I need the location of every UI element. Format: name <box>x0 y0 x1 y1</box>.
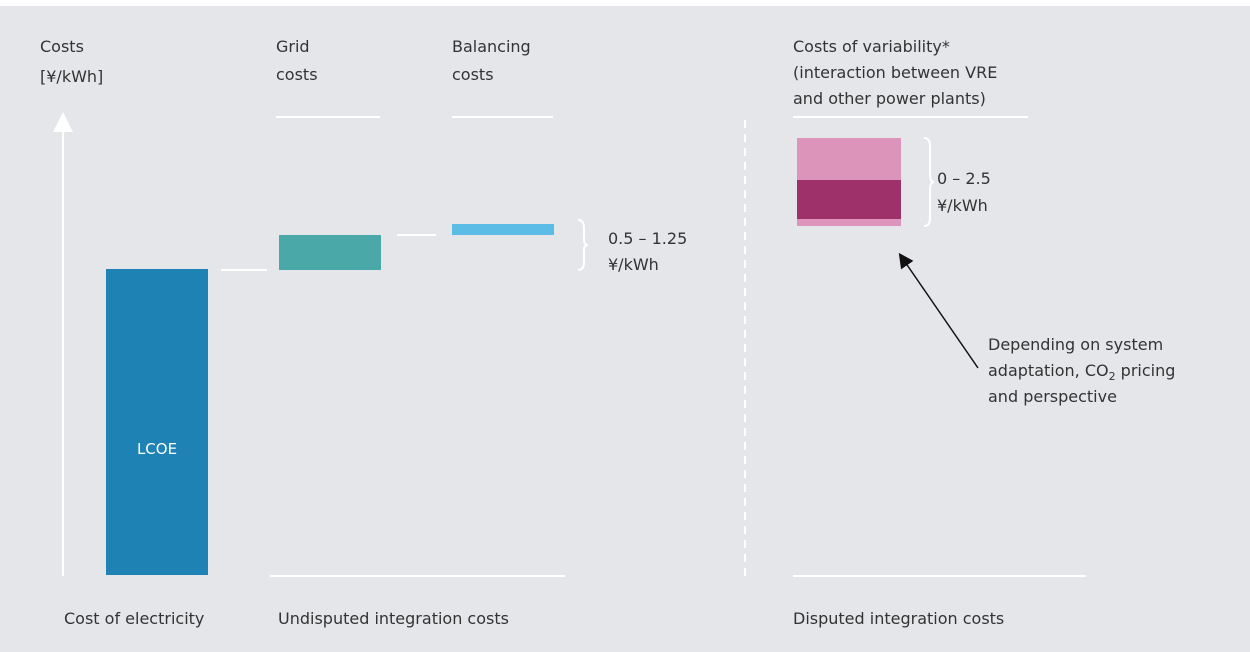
column-title: Costs of variability* <box>793 37 950 56</box>
axis-title: [¥/kWh] <box>40 67 103 86</box>
brace <box>923 137 935 227</box>
column-title: (interaction between VRE <box>793 63 997 82</box>
column-title: costs <box>452 65 494 84</box>
column-title: costs <box>276 65 318 84</box>
range-label: ¥/kWh <box>937 196 988 215</box>
axis-title: Costs <box>40 37 84 56</box>
column-title: Balancing <box>452 37 531 56</box>
annotation: adaptation, CO2 pricing <box>988 361 1175 383</box>
subscript: 2 <box>1109 370 1116 383</box>
group-label: Disputed integration costs <box>793 609 1004 628</box>
lcoe-bar <box>106 269 208 575</box>
annotation-part: adaptation, CO <box>988 361 1109 380</box>
balancing-bar <box>452 224 554 235</box>
range-label: 0 – 2.5 <box>937 169 991 188</box>
column-title: Grid <box>276 37 310 56</box>
annotation: and perspective <box>988 387 1117 406</box>
column-title: and other power plants) <box>793 89 986 108</box>
grid-bar <box>279 235 381 270</box>
brace <box>577 219 589 271</box>
variability-bar <box>797 180 901 219</box>
background <box>0 6 1250 652</box>
arrow <box>898 252 979 369</box>
bar-label: LCOE <box>137 440 177 458</box>
group-label: Undisputed integration costs <box>278 609 509 628</box>
group-label: Cost of electricity <box>64 609 204 628</box>
annotation: Depending on system <box>988 335 1163 354</box>
range-label: 0.5 – 1.25 <box>608 229 687 248</box>
annotation-part: pricing <box>1116 361 1176 380</box>
range-label: ¥/kWh <box>608 255 659 274</box>
